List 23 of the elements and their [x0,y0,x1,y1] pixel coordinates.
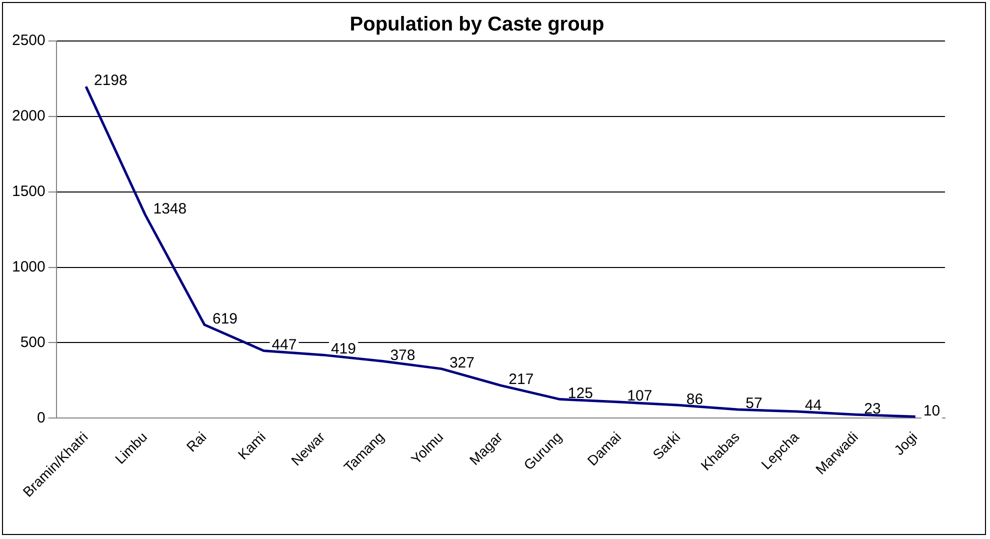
data-label: 23 [864,400,881,418]
y-tick-label: 1000 [12,258,46,276]
data-label: 419 [330,340,356,358]
y-tick-label: 0 [37,409,46,426]
data-label: 2198 [94,72,128,90]
data-label: 378 [390,346,416,364]
data-label: 107 [627,388,652,405]
data-label: 1348 [153,200,187,218]
data-label: 86 [686,390,704,408]
data-label: 217 [508,371,534,388]
data-label: 44 [804,397,822,414]
y-tick-label: 2500 [12,32,46,50]
data-label: 327 [449,354,474,372]
y-tick-label: 1500 [12,183,46,200]
data-label: 125 [568,384,593,402]
data-label: 619 [212,310,238,328]
x-tick-label: Rai [183,428,210,455]
y-tick-label: 500 [20,334,46,351]
chart-title: Population by Caste group [350,14,604,36]
data-label: 57 [746,395,762,412]
data-label: 10 [923,402,940,420]
y-tick-label: 2000 [12,108,46,125]
data-label: 447 [272,336,297,354]
